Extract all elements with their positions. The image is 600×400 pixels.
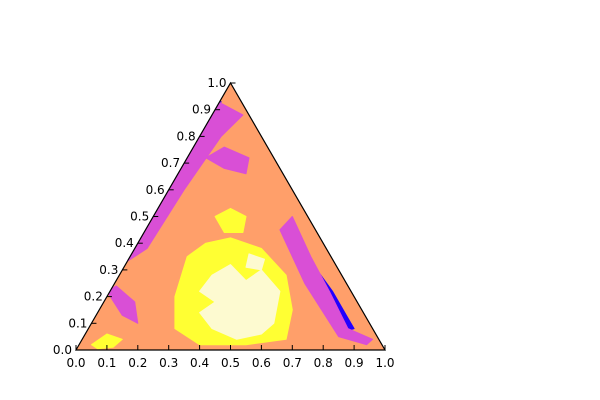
bottom-tick-label: 1.0 <box>375 356 394 370</box>
contour-region-lower <box>205 146 250 175</box>
left-tick-label: 0.5 <box>130 210 149 224</box>
bottom-tick-label: 0.5 <box>221 356 240 370</box>
left-tick-label: 0.2 <box>84 290 103 304</box>
contour-region-lower <box>106 285 139 324</box>
left-tick-label: 0.1 <box>68 316 87 330</box>
contour-region-upper <box>214 208 247 233</box>
left-tick-label: 0.3 <box>99 263 118 277</box>
bottom-tick-label: 0.2 <box>128 356 147 370</box>
bottom-axis: 0.0 0.1 0.2 0.3 0.4 0.5 0.6 0.7 0.8 0.9 1.0 <box>66 345 395 370</box>
bottom-tick-label: 0.4 <box>190 356 209 370</box>
bottom-tick-label: 0.3 <box>159 356 178 370</box>
bottom-tick-label: 0.7 <box>283 356 302 370</box>
plot-area <box>76 83 385 350</box>
contour-region-high <box>245 253 265 271</box>
left-tick-label: 0.7 <box>161 156 180 170</box>
bottom-tick-label: 0.6 <box>252 356 271 370</box>
left-tick-label: 1.0 <box>207 76 226 90</box>
contour-region-upper <box>91 333 123 350</box>
contour-region-high <box>199 264 281 340</box>
bottom-tick-label: 0.0 <box>66 356 85 370</box>
left-axis: 0.0 0.1 0.2 0.3 0.4 0.5 0.6 0.7 0.8 0.9 1.0 <box>53 76 236 357</box>
bottom-tick-label: 0.8 <box>314 356 333 370</box>
bottom-tick-label: 0.1 <box>97 356 116 370</box>
left-tick-label: 0.6 <box>146 183 165 197</box>
left-tick-label: 0.0 <box>53 343 72 357</box>
left-tick-label: 0.8 <box>177 129 196 143</box>
contour-region-lower <box>279 216 374 346</box>
left-tick-label: 0.4 <box>115 236 134 250</box>
left-tick-label: 0.9 <box>192 103 211 117</box>
bottom-tick-label: 0.9 <box>345 356 364 370</box>
